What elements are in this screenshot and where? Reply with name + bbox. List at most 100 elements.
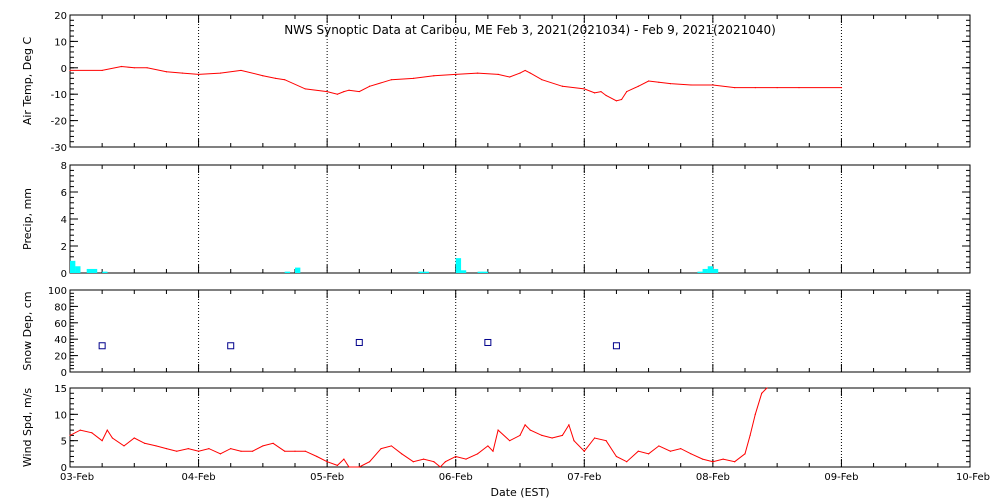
y-tick-label: 10 — [54, 37, 67, 48]
precip-bar — [295, 267, 301, 273]
wind-speed-point — [111, 437, 114, 439]
wind-speed-point — [123, 445, 125, 447]
air-temp-point — [583, 88, 585, 90]
precip-bar — [418, 271, 424, 273]
wind-speed-point — [492, 450, 494, 452]
wind-speed-point — [79, 429, 81, 431]
y-tick-label: 2 — [61, 242, 67, 253]
air-temp-point — [390, 79, 393, 81]
y-tick-label: 20 — [54, 352, 67, 363]
y-tick-label: -20 — [51, 117, 67, 128]
precip-bar — [86, 268, 93, 273]
precip-bar — [482, 271, 489, 273]
air-temp-line — [70, 65, 842, 102]
air-temp-point — [197, 73, 200, 75]
air-temp-point — [165, 71, 168, 73]
wind-speed-point — [761, 392, 763, 394]
air-temp-point — [541, 79, 543, 81]
wind-speed-point — [272, 442, 274, 444]
air-temp-point — [219, 72, 222, 74]
air-temp-point — [146, 67, 148, 69]
wind-speed-point — [197, 450, 200, 452]
wind-speed-point — [208, 447, 210, 450]
y-tick-label: 100 — [48, 286, 67, 297]
wind-speed-point — [766, 387, 768, 389]
precip-bar — [284, 271, 291, 273]
wind-speed-point — [680, 447, 682, 450]
y-tick-label: 0 — [61, 64, 67, 75]
wind-speed-point — [615, 455, 618, 458]
wind-speed-point — [143, 442, 146, 444]
wind-speed-point — [444, 461, 447, 463]
x-tick-label: 10-Feb — [956, 472, 990, 483]
y-axis-label: Precip, mm — [21, 188, 34, 250]
wind-speed-point — [401, 453, 403, 455]
wind-speed-point — [465, 458, 467, 460]
wind-speed-point — [593, 437, 596, 439]
wind-speed-point — [476, 453, 479, 455]
wind-speed-point — [712, 461, 714, 463]
air-temp-point — [275, 77, 277, 79]
wind-speed-point — [669, 450, 672, 452]
y-tick-label: 15 — [54, 384, 67, 395]
x-tick-label: 06-Feb — [439, 472, 473, 483]
wind-speed-point — [368, 461, 371, 463]
wind-speed-point — [133, 437, 135, 439]
x-tick-label: 04-Feb — [182, 472, 216, 483]
wind-speed-point — [690, 453, 692, 455]
snow-depth-point — [484, 338, 492, 346]
wind-speed-point — [541, 434, 543, 436]
air-temp-point — [284, 79, 286, 81]
x-axis-label: Date (EST) — [490, 486, 549, 499]
air-temp-point — [455, 73, 457, 75]
air-temp-point — [304, 88, 306, 90]
air-temp-point — [712, 84, 714, 86]
chart-title: NWS Synoptic Data at Caribou, ME Feb 3, … — [284, 23, 776, 37]
wind-speed-point — [433, 461, 435, 463]
wind-speed-point — [754, 413, 756, 415]
wind-speed-point — [573, 440, 575, 442]
y-tick-label: 0 — [61, 269, 67, 280]
air-temp-point — [497, 73, 499, 75]
air-temp-point — [262, 75, 264, 77]
wind-speed-point — [176, 450, 178, 452]
wind-speed-point — [69, 434, 71, 436]
air-temp-point — [690, 84, 692, 86]
air-temp-point — [326, 90, 328, 93]
air-temp-point — [412, 77, 414, 79]
y-tick-label: 4 — [61, 215, 67, 226]
air-temp-point — [101, 69, 103, 72]
snow-depth-point — [612, 342, 620, 350]
wind-speed-point — [487, 445, 489, 447]
air-temp-point — [519, 72, 521, 74]
wind-speed-point — [647, 453, 650, 455]
wind-speed-point — [519, 434, 521, 436]
panel-precip: 8 6 4 2 0 Precip, mm — [21, 161, 971, 280]
wind-speed-point — [497, 429, 499, 431]
x-tick-label: 03-Feb — [60, 472, 94, 483]
wind-speed-point — [262, 445, 264, 447]
precip-bar — [455, 258, 462, 273]
wind-speed-point — [304, 450, 306, 452]
y-tick-label: 8 — [61, 161, 67, 172]
y-tick-label: 0 — [61, 368, 67, 379]
precip-bar — [75, 266, 81, 273]
wind-speed-point — [722, 458, 724, 460]
wind-speed-point — [284, 450, 286, 452]
wind-speed-point — [106, 429, 108, 431]
air-temp-point — [181, 72, 184, 74]
air-temp-point — [336, 93, 339, 95]
wind-speed-point — [529, 429, 531, 431]
wind-speed-point — [326, 461, 328, 463]
wind-speed-point — [316, 455, 318, 458]
air-temp-point — [133, 67, 135, 69]
x-tick-label: 09-Feb — [824, 472, 858, 483]
precip-bar — [460, 270, 467, 273]
x-tick-label: 07-Feb — [567, 472, 601, 483]
air-temp-point — [348, 89, 350, 91]
air-temp-point — [626, 90, 628, 93]
air-temp-point — [524, 69, 526, 72]
snow-depth-point — [355, 338, 363, 346]
snow-depth-point — [98, 342, 106, 350]
